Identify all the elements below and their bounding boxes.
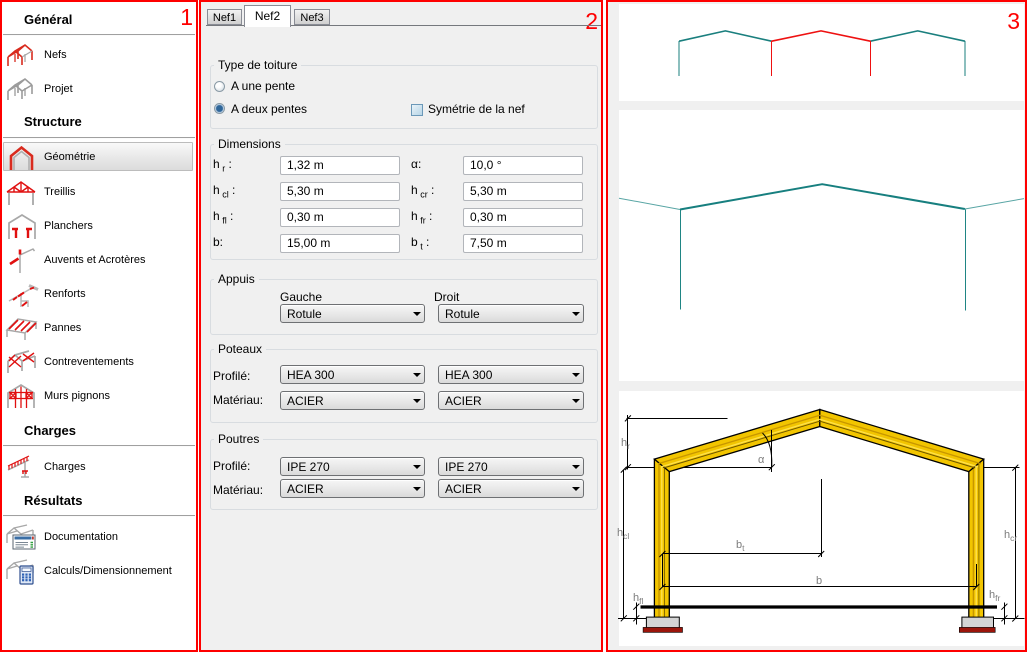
svg-text:bt: bt: [736, 539, 745, 553]
svg-text:hcl: hcl: [617, 527, 629, 541]
svg-text:hfl: hfl: [633, 592, 643, 606]
svg-text:hr: hr: [621, 437, 630, 451]
svg-text:hfr: hfr: [989, 589, 1000, 603]
svg-text:b: b: [816, 575, 822, 587]
svg-text:α: α: [758, 454, 765, 466]
svg-text:hcr: hcr: [1004, 529, 1017, 543]
